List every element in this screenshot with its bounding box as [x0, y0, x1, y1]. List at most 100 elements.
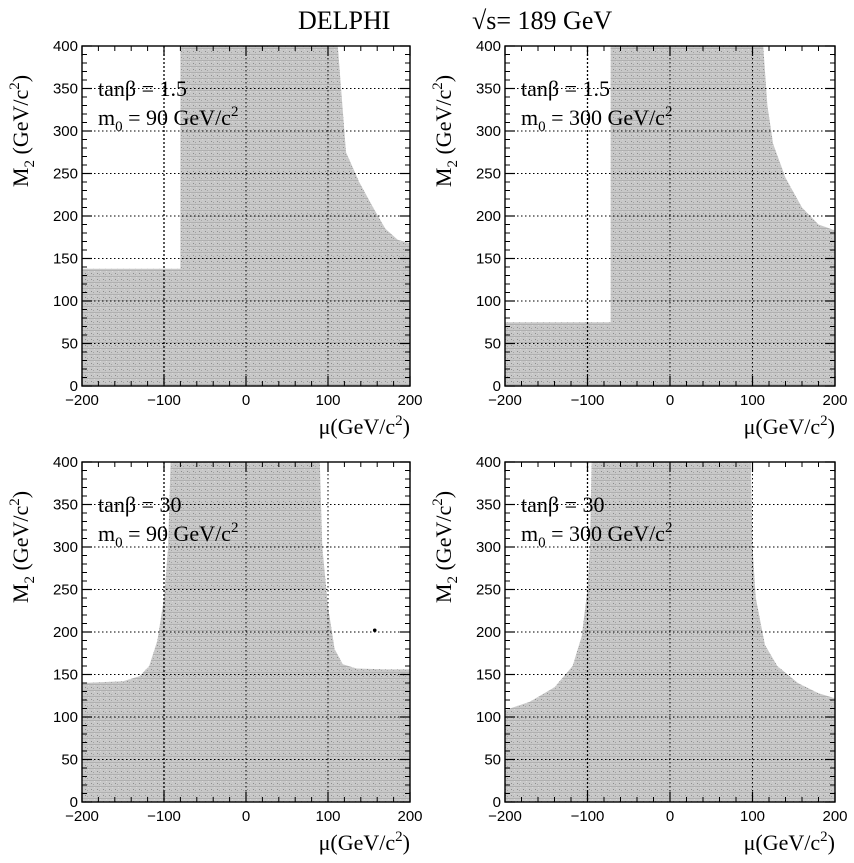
- x-axis-title-sup: 2: [820, 829, 828, 845]
- x-axis-title-close: ): [828, 414, 835, 439]
- annotation-line-2-sup: 2: [665, 520, 673, 536]
- isolated-point: [372, 628, 377, 633]
- x-axis-title-main: μ(GeV/c: [319, 830, 396, 855]
- figure-title: DELPHI √s= 189 GeV: [298, 6, 612, 35]
- y-tick-label: 100: [53, 709, 78, 726]
- y-tick-label: 350: [476, 497, 501, 514]
- y-tick-label: 250: [476, 166, 501, 183]
- y-tick-label: 50: [61, 752, 78, 769]
- x-tick-label: 200: [822, 808, 847, 825]
- y-tick-label: 250: [53, 166, 78, 183]
- annotation-line-1: tanβ = 1.5: [521, 76, 610, 101]
- x-tick-label: 0: [242, 808, 250, 825]
- x-axis-title-sup: 2: [395, 829, 403, 845]
- x-axis-title: μ(GeV/c2): [319, 413, 410, 439]
- x-tick-label: 0: [666, 808, 674, 825]
- title-experiment: DELPHI: [298, 6, 390, 35]
- y-axis-title-sub: 2: [22, 160, 38, 168]
- x-tick-label: 0: [666, 392, 674, 409]
- y-tick-label: 0: [70, 794, 78, 811]
- annotation-line-2-rest: = 90 GeV/c: [123, 105, 232, 130]
- annotation-line-2: m0 = 90 GeV/c2: [98, 104, 238, 135]
- annotation-line-2: m0 = 90 GeV/c2: [98, 520, 238, 551]
- y-axis-title-rest: (GeV/c: [431, 506, 456, 576]
- y-tick-label: 150: [476, 251, 501, 268]
- x-tick-label: −100: [147, 392, 181, 409]
- x-axis-title: μ(GeV/c2): [744, 413, 835, 439]
- y-tick-label: 50: [484, 336, 501, 353]
- y-tick-label: 350: [53, 497, 78, 514]
- y-tick-label: 0: [70, 378, 78, 395]
- y-axis-title-close: ): [431, 491, 456, 498]
- y-tick-label: 300: [53, 123, 78, 140]
- y-tick-label: 350: [476, 81, 501, 98]
- x-tick-label: −200: [488, 392, 522, 409]
- y-axis-title-rest: (GeV/c: [8, 506, 33, 576]
- x-axis-title: μ(GeV/c2): [319, 829, 410, 855]
- annotation-line-1: tanβ = 30: [521, 492, 604, 517]
- annotation-line-2-sup: 2: [231, 520, 239, 536]
- y-tick-label: 250: [53, 582, 78, 599]
- x-tick-label: −200: [65, 808, 99, 825]
- x-axis-title-close: ): [403, 830, 410, 855]
- y-tick-label: 200: [476, 624, 501, 641]
- annotation-line-2-rest: = 300 GeV/c: [546, 105, 666, 130]
- x-axis-title-close: ): [403, 414, 410, 439]
- annotation-line-1: tanβ = 30: [98, 492, 181, 517]
- y-tick-label: 350: [53, 81, 78, 98]
- x-tick-label: 100: [315, 808, 340, 825]
- y-tick-label: 400: [53, 38, 78, 55]
- x-tick-label: 0: [242, 392, 250, 409]
- annotation-line-2-main: m: [98, 105, 115, 130]
- annotation-line-2-sub: 0: [538, 119, 546, 135]
- y-axis-title: M2 (GeV/c2): [430, 491, 461, 603]
- y-tick-label: 200: [53, 208, 78, 225]
- y-axis-title-main: M: [431, 168, 456, 188]
- y-tick-label: 100: [53, 293, 78, 310]
- x-tick-label: −100: [571, 808, 605, 825]
- y-axis-title-sup: 2: [430, 498, 446, 506]
- x-axis-title-close: ): [828, 830, 835, 855]
- annotation-line-2-sub: 0: [538, 535, 546, 551]
- y-tick-label: 300: [476, 539, 501, 556]
- y-axis-title: M2 (GeV/c2): [430, 75, 461, 187]
- annotation-line-2-rest: = 90 GeV/c: [123, 521, 232, 546]
- x-axis-title-sup: 2: [395, 413, 403, 429]
- annotation-line-2-main: m: [98, 521, 115, 546]
- y-axis-title: M2 (GeV/c2): [7, 491, 38, 603]
- y-tick-label: 200: [53, 624, 78, 641]
- annotation-line-2-rest: = 300 GeV/c: [546, 521, 666, 546]
- y-axis-title-sub: 2: [445, 576, 461, 584]
- annotation-line-2-sub: 0: [115, 535, 123, 551]
- annotation-line-2-main: m: [521, 105, 538, 130]
- x-axis-title-main: μ(GeV/c: [744, 414, 821, 439]
- y-axis-title-rest: (GeV/c: [431, 90, 456, 160]
- x-tick-label: −200: [65, 392, 99, 409]
- y-axis-title-sup: 2: [7, 498, 23, 506]
- y-tick-label: 200: [476, 208, 501, 225]
- x-axis-title-main: μ(GeV/c: [319, 414, 396, 439]
- y-axis-title-close: ): [8, 491, 33, 498]
- y-tick-label: 100: [476, 709, 501, 726]
- x-axis-title-main: μ(GeV/c: [744, 830, 821, 855]
- annotation-line-2: m0 = 300 GeV/c2: [521, 520, 672, 551]
- y-tick-label: 150: [476, 667, 501, 684]
- y-tick-label: 50: [61, 336, 78, 353]
- y-tick-label: 50: [484, 752, 501, 769]
- x-tick-label: −100: [571, 392, 605, 409]
- annotation-line-2-sub: 0: [115, 119, 123, 135]
- x-axis-title-sup: 2: [820, 413, 828, 429]
- annotation-line-2-main: m: [521, 521, 538, 546]
- x-tick-label: −100: [147, 808, 181, 825]
- x-tick-label: 100: [315, 392, 340, 409]
- y-axis-title-sup: 2: [430, 82, 446, 90]
- y-tick-label: 300: [53, 539, 78, 556]
- x-tick-label: 100: [740, 808, 765, 825]
- y-axis-title-close: ): [431, 75, 456, 82]
- y-tick-label: 400: [476, 454, 501, 471]
